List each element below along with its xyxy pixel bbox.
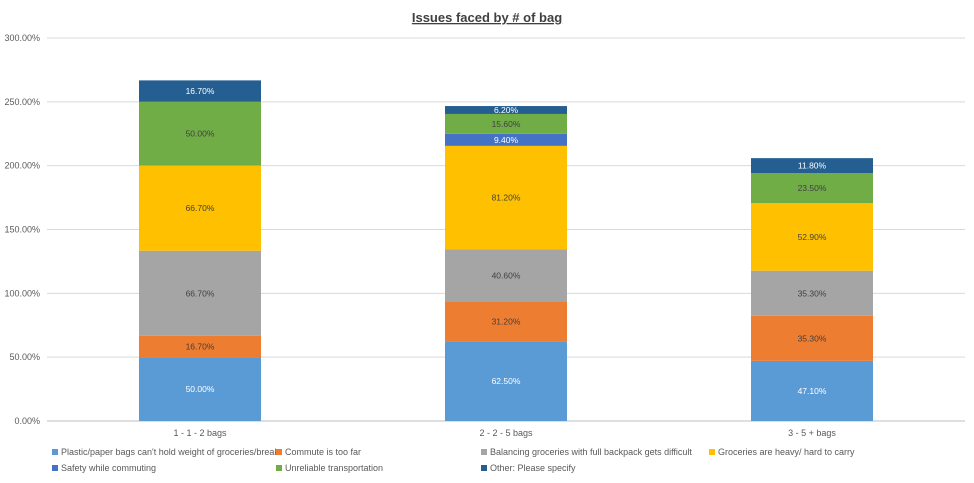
legend-swatch	[52, 449, 58, 455]
bar-segment	[445, 301, 567, 342]
legend-label: Balancing groceries with full backpack g…	[490, 447, 692, 457]
bar-segment	[139, 165, 261, 251]
data-label: 66.70%	[186, 203, 215, 213]
bar-segment	[751, 360, 873, 421]
legend-swatch	[276, 465, 282, 471]
bars: 50.00% 16.70% 66.70% 66.70% 50.00% 16.70% 62.5…	[139, 80, 873, 421]
data-label: 40.60%	[492, 270, 521, 280]
data-label: 52.90%	[798, 232, 827, 242]
bar-segment	[751, 158, 873, 174]
legend-item: Other: Please specify	[481, 463, 576, 473]
bar-segment	[751, 315, 873, 361]
legend-item: Safety while commuting	[52, 463, 156, 473]
x-axis-tick-labels: 1 - 1 - 2 bags 2 - 2 - 5 bags 3 - 5 + bags	[173, 428, 836, 438]
bar-segment	[139, 101, 261, 166]
y-tick-label: 100.00%	[4, 288, 40, 298]
chart-title: Issues faced by # of bag	[412, 10, 562, 25]
bar-segment	[751, 173, 873, 204]
legend-item: Balancing groceries with full backpack g…	[481, 447, 692, 457]
bar-segment	[139, 335, 261, 358]
data-label: 11.80%	[798, 161, 827, 171]
legend-item: Commute is too far	[276, 447, 361, 457]
bar-segment	[445, 341, 567, 421]
bar-segment	[445, 145, 567, 250]
data-label: 23.50%	[798, 183, 827, 193]
y-tick-label: 50.00%	[9, 352, 40, 362]
bar-segment	[445, 106, 567, 114]
legend: Plastic/paper bags can't hold weight of …	[52, 447, 855, 473]
bar-segment	[139, 250, 261, 336]
x-tick-label: 2 - 2 - 5 bags	[479, 428, 533, 438]
legend-label: Plastic/paper bags can't hold weight of …	[61, 447, 279, 457]
y-axis-tick-labels: 0.00% 50.00% 100.00% 150.00% 200.00% 250.00% 3…	[4, 33, 40, 426]
data-label: 31.20%	[492, 316, 521, 326]
legend-swatch	[276, 449, 282, 455]
bar-segment	[445, 133, 567, 146]
y-tick-label: 200.00%	[4, 161, 40, 171]
data-label: 50.00%	[186, 129, 215, 139]
y-tick-label: 150.00%	[4, 225, 40, 235]
legend-item: Groceries are heavy/ hard to carry	[709, 447, 855, 457]
legend-label: Safety while commuting	[61, 463, 156, 473]
data-label: 81.20%	[492, 193, 521, 203]
bar-segment	[445, 249, 567, 302]
data-label: 9.40%	[494, 135, 519, 145]
data-label: 16.70%	[186, 86, 215, 96]
legend-item: Plastic/paper bags can't hold weight of …	[52, 447, 279, 457]
x-tick-label: 1 - 1 - 2 bags	[173, 428, 227, 438]
data-label: 50.00%	[186, 384, 215, 394]
y-tick-label: 300.00%	[4, 33, 40, 43]
data-label: 47.10%	[798, 386, 827, 396]
legend-label: Groceries are heavy/ hard to carry	[718, 447, 855, 457]
legend-swatch	[481, 449, 487, 455]
y-tick-label: 0.00%	[14, 416, 40, 426]
bar-segment	[751, 270, 873, 316]
legend-label: Commute is too far	[285, 447, 361, 457]
legend-item: Unreliable transportation	[276, 463, 383, 473]
bar-segment	[751, 203, 873, 271]
data-label: 6.20%	[494, 105, 519, 115]
data-label: 16.70%	[186, 342, 215, 352]
x-tick-label: 3 - 5 + bags	[788, 428, 836, 438]
data-label: 35.30%	[798, 333, 827, 343]
bar-segment	[445, 113, 567, 134]
bar-segment	[139, 357, 261, 421]
legend-swatch	[481, 465, 487, 471]
legend-swatch	[52, 465, 58, 471]
data-label: 62.50%	[492, 376, 521, 386]
legend-swatch	[709, 449, 715, 455]
legend-label: Other: Please specify	[490, 463, 576, 473]
data-label: 35.30%	[798, 288, 827, 298]
legend-label: Unreliable transportation	[285, 463, 383, 473]
data-label: 15.60%	[492, 119, 521, 129]
data-label: 66.70%	[186, 288, 215, 298]
bar-segment	[139, 80, 261, 102]
y-tick-label: 250.00%	[4, 97, 40, 107]
